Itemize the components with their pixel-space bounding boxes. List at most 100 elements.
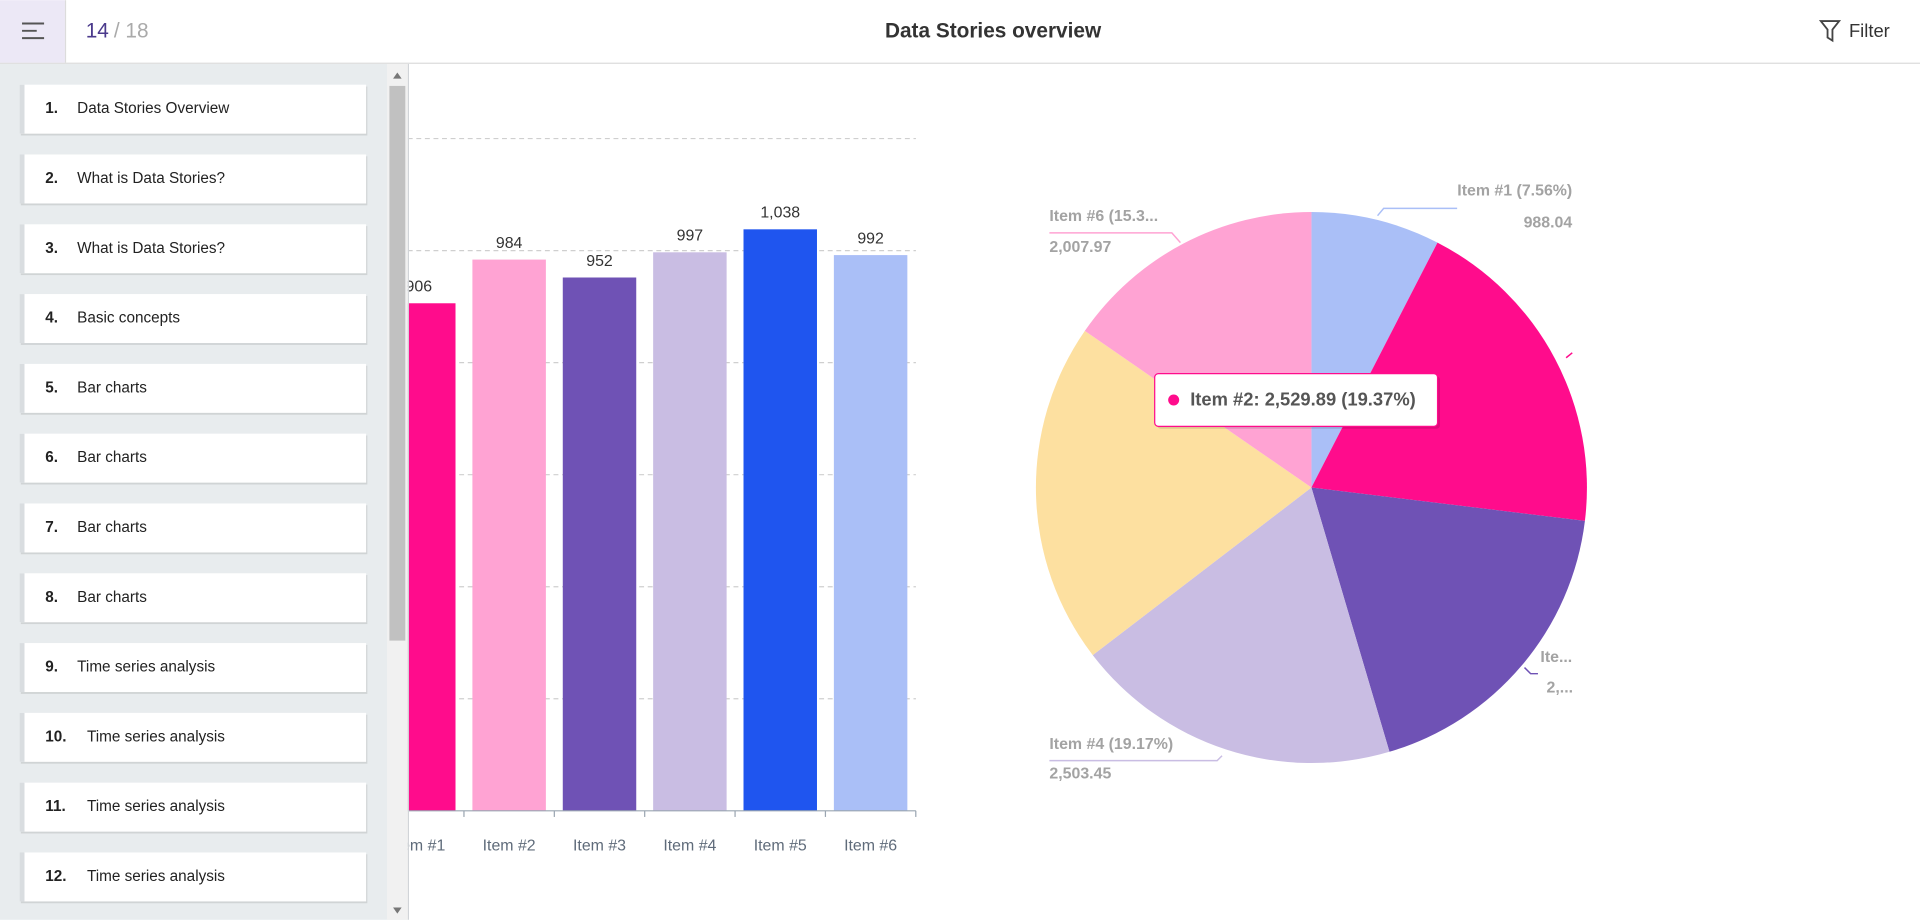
item-card[interactable] [19,712,367,762]
menu-button[interactable] [0,0,65,63]
sidebar-item[interactable]: 1. Data Stories Overview [19,84,368,136]
slice-label: Item #4 (19.17%) [1049,736,1173,753]
header: 14 / 18 Data Stories overview Filter [0,0,1920,64]
item-card[interactable] [19,363,367,413]
item-card[interactable] [19,84,367,134]
bar [472,259,546,811]
item-title[interactable]: Basic concepts [77,310,180,327]
header-bg [0,0,1920,63]
tooltip-text: Item #2: 2,529.89 (19.37%) [1190,388,1416,409]
item-title[interactable]: Bar charts [77,379,147,396]
item-title[interactable]: Time series analysis [87,728,225,745]
tooltip: Item #2: 2,529.89 (19.37%) [1154,373,1440,429]
item-number[interactable]: 11. [45,798,65,815]
filter-button[interactable]: Filter [1818,20,1890,43]
slice-value: 2,503.45 [1049,765,1111,782]
filter-icon[interactable] [1818,20,1842,43]
pie-slice[interactable] [1311,487,1585,752]
item-edge[interactable] [19,782,25,832]
item-number[interactable]: 6. [45,449,58,466]
slice-label: Ite... [1540,649,1572,666]
slice-label: Item #6 (15.3... [1049,208,1158,225]
item-edge[interactable] [19,852,25,902]
item-number[interactable]: 10. [45,728,66,745]
bar [653,252,727,811]
item-card[interactable] [19,782,367,832]
item-title[interactable]: Time series analysis [77,659,215,676]
leader-line [1049,755,1223,762]
item-title[interactable]: Bar charts [77,449,147,466]
item-edge[interactable] [19,503,25,553]
item-title[interactable]: What is Data Stories? [77,170,225,187]
item-card[interactable] [19,224,367,274]
x-tick-label: Item #6 [844,838,897,855]
item-number[interactable]: 7. [45,519,58,536]
item-card[interactable] [19,573,367,623]
item-edge[interactable] [19,363,25,413]
slice-value: 2,... [1547,680,1574,697]
bar [562,277,637,811]
item-card[interactable] [19,643,367,693]
item-title[interactable]: Bar charts [77,519,147,536]
item-edge[interactable] [19,643,25,693]
sidebar-item[interactable]: 8. Bar charts [19,573,368,625]
sidebar-item[interactable]: 3. What is Data Stories? [19,224,368,276]
sidebar-item[interactable]: 6. Bar charts [19,433,368,485]
page-current: 14 [86,20,109,43]
item-title[interactable]: Data Stories Overview [77,100,230,117]
bar [743,229,817,811]
item-title[interactable]: Bar charts [77,589,147,606]
item-edge[interactable] [19,84,25,134]
item-card[interactable] [19,294,367,344]
sidebar-item[interactable]: 11. Time series analysis [19,782,368,834]
item-card[interactable] [19,154,367,204]
scrollbar-thumb[interactable] [389,85,406,641]
item-edge[interactable] [19,433,25,483]
item-edge[interactable] [19,154,25,204]
sidebar-item[interactable]: 10. Time series analysis [19,712,368,764]
slice-value: 2,007.97 [1049,239,1111,256]
item-title[interactable]: Time series analysis [87,798,225,815]
item-number[interactable]: 5. [45,379,58,396]
item-number[interactable]: 8. [45,589,58,606]
pie-slice[interactable] [1092,487,1390,764]
item-card[interactable] [19,433,367,483]
item-number[interactable]: 1. [45,100,58,117]
item-card[interactable] [19,852,367,902]
leader-line [1565,352,1573,359]
value-label: 1,038 [760,205,800,222]
leader-line [1376,207,1458,217]
item-number[interactable]: 4. [45,310,58,327]
scroll-up[interactable] [393,72,402,79]
item-title[interactable]: What is Data Stories? [77,240,225,257]
sidebar-item[interactable]: 9. Time series analysis [19,643,368,694]
scroll-down[interactable] [393,907,402,914]
sidebar-item[interactable]: 5. Bar charts [19,363,368,415]
item-number[interactable]: 2. [45,170,58,187]
item-edge[interactable] [19,573,25,623]
item-edge[interactable] [19,224,25,274]
item-title[interactable]: Time series analysis [87,868,225,885]
sidebar-item[interactable]: 7. Bar charts [19,503,368,555]
sidebar-item[interactable]: 2. What is Data Stories? [19,154,368,206]
sidebar-item[interactable]: 12. Time series analysis [19,852,368,904]
item-edge[interactable] [19,294,25,344]
filter-label[interactable]: Filter [1849,20,1890,41]
pie-slice[interactable] [1311,242,1587,521]
x-tick-label: Item #4 [663,838,716,855]
menu-icon[interactable] [22,22,45,40]
x-tick-label: Item #3 [573,838,626,855]
sidebar-item[interactable]: 4. Basic concepts [19,294,368,345]
value-label: 997 [677,228,704,245]
pie-slice[interactable] [1035,330,1312,656]
item-edge[interactable] [19,712,25,762]
item-number[interactable]: 3. [45,240,58,257]
item-number[interactable]: 12. [45,868,66,885]
item-card[interactable] [19,503,367,553]
item-number[interactable]: 9. [45,659,58,676]
value-label: 992 [857,230,884,247]
x-tick-label: Item #2 [483,838,536,855]
